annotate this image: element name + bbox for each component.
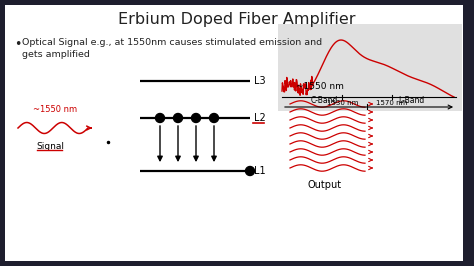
Text: L3: L3 (254, 76, 265, 86)
Text: L2: L2 (254, 113, 266, 123)
Circle shape (173, 114, 182, 123)
Text: 1530 nm: 1530 nm (327, 100, 358, 106)
Text: Signal: Signal (36, 142, 64, 151)
Circle shape (246, 167, 255, 176)
Circle shape (210, 114, 219, 123)
Circle shape (191, 114, 201, 123)
Text: L1: L1 (254, 166, 265, 176)
Text: ~1550 nm: ~1550 nm (33, 105, 77, 114)
Text: Erbium Doped Fiber Amplifier: Erbium Doped Fiber Amplifier (118, 12, 356, 27)
Text: •: • (14, 38, 21, 51)
Text: 1570 nm: 1570 nm (376, 100, 408, 106)
Text: C-Band: C-Band (311, 96, 338, 105)
Text: Optical Signal e.g., at 1550nm causes stimulated emission and
gets amplified: Optical Signal e.g., at 1550nm causes st… (22, 38, 322, 59)
Text: L-Band: L-Band (399, 96, 425, 105)
Circle shape (155, 114, 164, 123)
Text: Output: Output (308, 180, 342, 190)
Text: ~1550 nm: ~1550 nm (296, 82, 344, 91)
FancyBboxPatch shape (5, 5, 463, 261)
FancyBboxPatch shape (278, 24, 462, 111)
